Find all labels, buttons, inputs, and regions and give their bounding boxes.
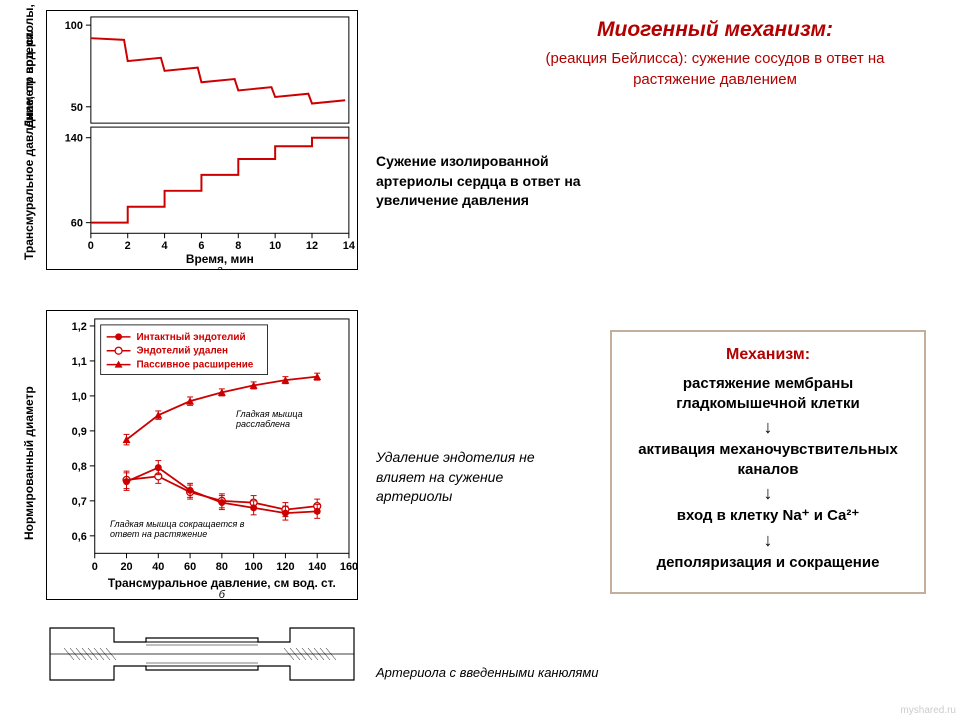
chart-bottom: 0 20 40 60 80 100 120 140 160 0,6 0,7 0,8 0,9 1,0 1,1 1… bbox=[46, 310, 358, 600]
svg-text:0,6: 0,6 bbox=[72, 531, 87, 543]
sub-heading: (реакция Бейлисса): сужение сосудов в от… bbox=[530, 48, 900, 90]
mechanism-step-1: растяжение мембраны гладкомышечной клетк… bbox=[622, 374, 914, 413]
down-arrow-icon: ↓ bbox=[622, 530, 914, 551]
chart1-ylabel-bot: Трансмуральное давление, см вод. ст. bbox=[22, 30, 36, 260]
main-heading: Миогенный механизм: bbox=[530, 18, 900, 42]
svg-text:100: 100 bbox=[65, 20, 83, 32]
svg-text:Эндотелий удален: Эндотелий удален bbox=[136, 346, 228, 357]
svg-text:60: 60 bbox=[71, 218, 83, 230]
svg-text:14: 14 bbox=[343, 240, 355, 252]
svg-text:б: б bbox=[219, 589, 226, 599]
chart1-caption: Сужение изолированной артериолы сердца в… bbox=[376, 152, 581, 211]
svg-text:80: 80 bbox=[216, 561, 228, 573]
watermark: myshared.ru bbox=[900, 705, 956, 716]
svg-text:0: 0 bbox=[92, 561, 98, 573]
svg-text:12: 12 bbox=[306, 240, 318, 252]
svg-text:0: 0 bbox=[88, 240, 94, 252]
annot-contracted: Гладкая мышца сокращается в ответ на рас… bbox=[110, 520, 260, 540]
mechanism-step-3: вход в клетку Na⁺ и Ca²⁺ bbox=[622, 506, 914, 526]
annot-relaxed: Гладкая мышца расслаблена bbox=[236, 410, 326, 430]
down-arrow-icon: ↓ bbox=[622, 483, 914, 504]
svg-text:20: 20 bbox=[120, 561, 132, 573]
svg-text:1,0: 1,0 bbox=[72, 391, 87, 403]
svg-text:Пассивное расширение: Пассивное расширение bbox=[136, 360, 253, 371]
svg-text:10: 10 bbox=[269, 240, 281, 252]
svg-text:40: 40 bbox=[152, 561, 164, 573]
svg-text:8: 8 bbox=[235, 240, 241, 252]
chart2-ylabel: Нормированный диаметр bbox=[22, 386, 36, 540]
mechanism-step-4: деполяризация и сокращение bbox=[622, 553, 914, 573]
svg-text:2: 2 bbox=[125, 240, 131, 252]
svg-text:4: 4 bbox=[162, 240, 168, 252]
svg-text:140: 140 bbox=[308, 561, 326, 573]
svg-text:100: 100 bbox=[245, 561, 263, 573]
arteriole-diagram bbox=[46, 620, 358, 688]
svg-text:0,8: 0,8 bbox=[72, 461, 87, 473]
title-block: Миогенный механизм: (реакция Бейлисса): … bbox=[530, 18, 900, 90]
svg-text:1,1: 1,1 bbox=[72, 356, 87, 368]
down-arrow-icon: ↓ bbox=[622, 417, 914, 438]
svg-text:6: 6 bbox=[198, 240, 204, 252]
svg-text:а: а bbox=[217, 264, 223, 269]
svg-text:120: 120 bbox=[276, 561, 294, 573]
svg-text:140: 140 bbox=[65, 133, 83, 145]
svg-text:50: 50 bbox=[71, 102, 83, 114]
chart-top: 024681012145010060140Время, мина bbox=[46, 10, 358, 270]
mechanism-step-2: активация механочувствительных каналов bbox=[622, 440, 914, 479]
svg-text:60: 60 bbox=[184, 561, 196, 573]
svg-text:Трансмуральное давление, см во: Трансмуральное давление, см вод. ст. bbox=[108, 576, 336, 590]
svg-text:1,2: 1,2 bbox=[72, 321, 87, 333]
mechanism-box: Механизм: растяжение мембраны гладкомыше… bbox=[610, 330, 926, 594]
svg-text:0,9: 0,9 bbox=[72, 426, 87, 438]
svg-text:0,7: 0,7 bbox=[72, 496, 87, 508]
chart2-caption: Удаление эндотелия не влияет на сужение … bbox=[376, 448, 581, 507]
svg-text:Интактный эндотелий: Интактный эндотелий bbox=[136, 332, 245, 343]
diagram-caption: Артериола с введенными канюлями bbox=[376, 664, 599, 682]
svg-text:160: 160 bbox=[340, 561, 357, 573]
mechanism-title: Механизм: bbox=[622, 346, 914, 364]
